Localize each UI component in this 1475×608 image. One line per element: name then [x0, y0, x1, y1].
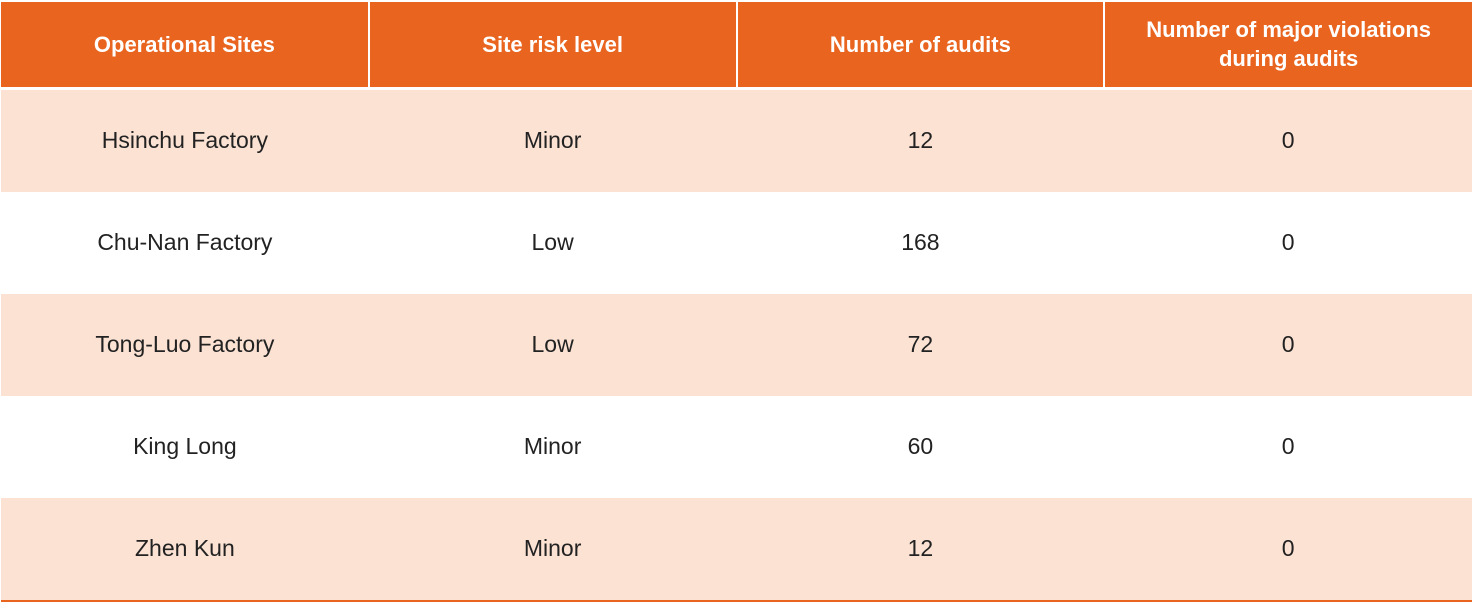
table-body: Hsinchu Factory Minor 12 0 Chu-Nan Facto… [1, 88, 1472, 601]
table-row: Chu-Nan Factory Low 168 0 [1, 191, 1472, 294]
cell-audits: 12 [736, 88, 1105, 192]
cell-site: Hsinchu Factory [1, 88, 369, 192]
header-number-of-audits: Number of audits [736, 2, 1106, 90]
cell-audits: 60 [736, 395, 1105, 498]
table-row: Tong-Luo Factory Low 72 0 [1, 293, 1472, 396]
cell-violations: 0 [1104, 88, 1472, 192]
header-operational-sites: Operational Sites [1, 2, 370, 90]
cell-risk-level: Low [368, 191, 737, 294]
cell-site: Zhen Kun [1, 497, 369, 601]
cell-audits: 168 [736, 191, 1105, 294]
cell-violations: 0 [1104, 191, 1472, 294]
table-row: Zhen Kun Minor 12 0 [1, 497, 1472, 601]
cell-violations: 0 [1104, 497, 1472, 601]
cell-site: Chu-Nan Factory [1, 191, 369, 294]
cell-risk-level: Minor [368, 88, 737, 192]
header-major-violations: Number of major violations during audits [1104, 2, 1472, 90]
header-row: Operational Sites Site risk level Number… [1, 2, 1472, 90]
cell-violations: 0 [1104, 395, 1472, 498]
table-row: Hsinchu Factory Minor 12 0 [1, 88, 1472, 192]
cell-audits: 72 [736, 293, 1105, 396]
cell-risk-level: Minor [368, 395, 737, 498]
cell-risk-level: Minor [368, 497, 737, 601]
cell-audits: 12 [736, 497, 1105, 601]
cell-site: Tong-Luo Factory [1, 293, 369, 396]
cell-violations: 0 [1104, 293, 1472, 396]
header-site-risk-level: Site risk level [368, 2, 738, 90]
table-header: Operational Sites Site risk level Number… [1, 2, 1472, 90]
table-row: King Long Minor 60 0 [1, 395, 1472, 498]
cell-risk-level: Low [368, 293, 737, 396]
cell-site: King Long [1, 395, 369, 498]
